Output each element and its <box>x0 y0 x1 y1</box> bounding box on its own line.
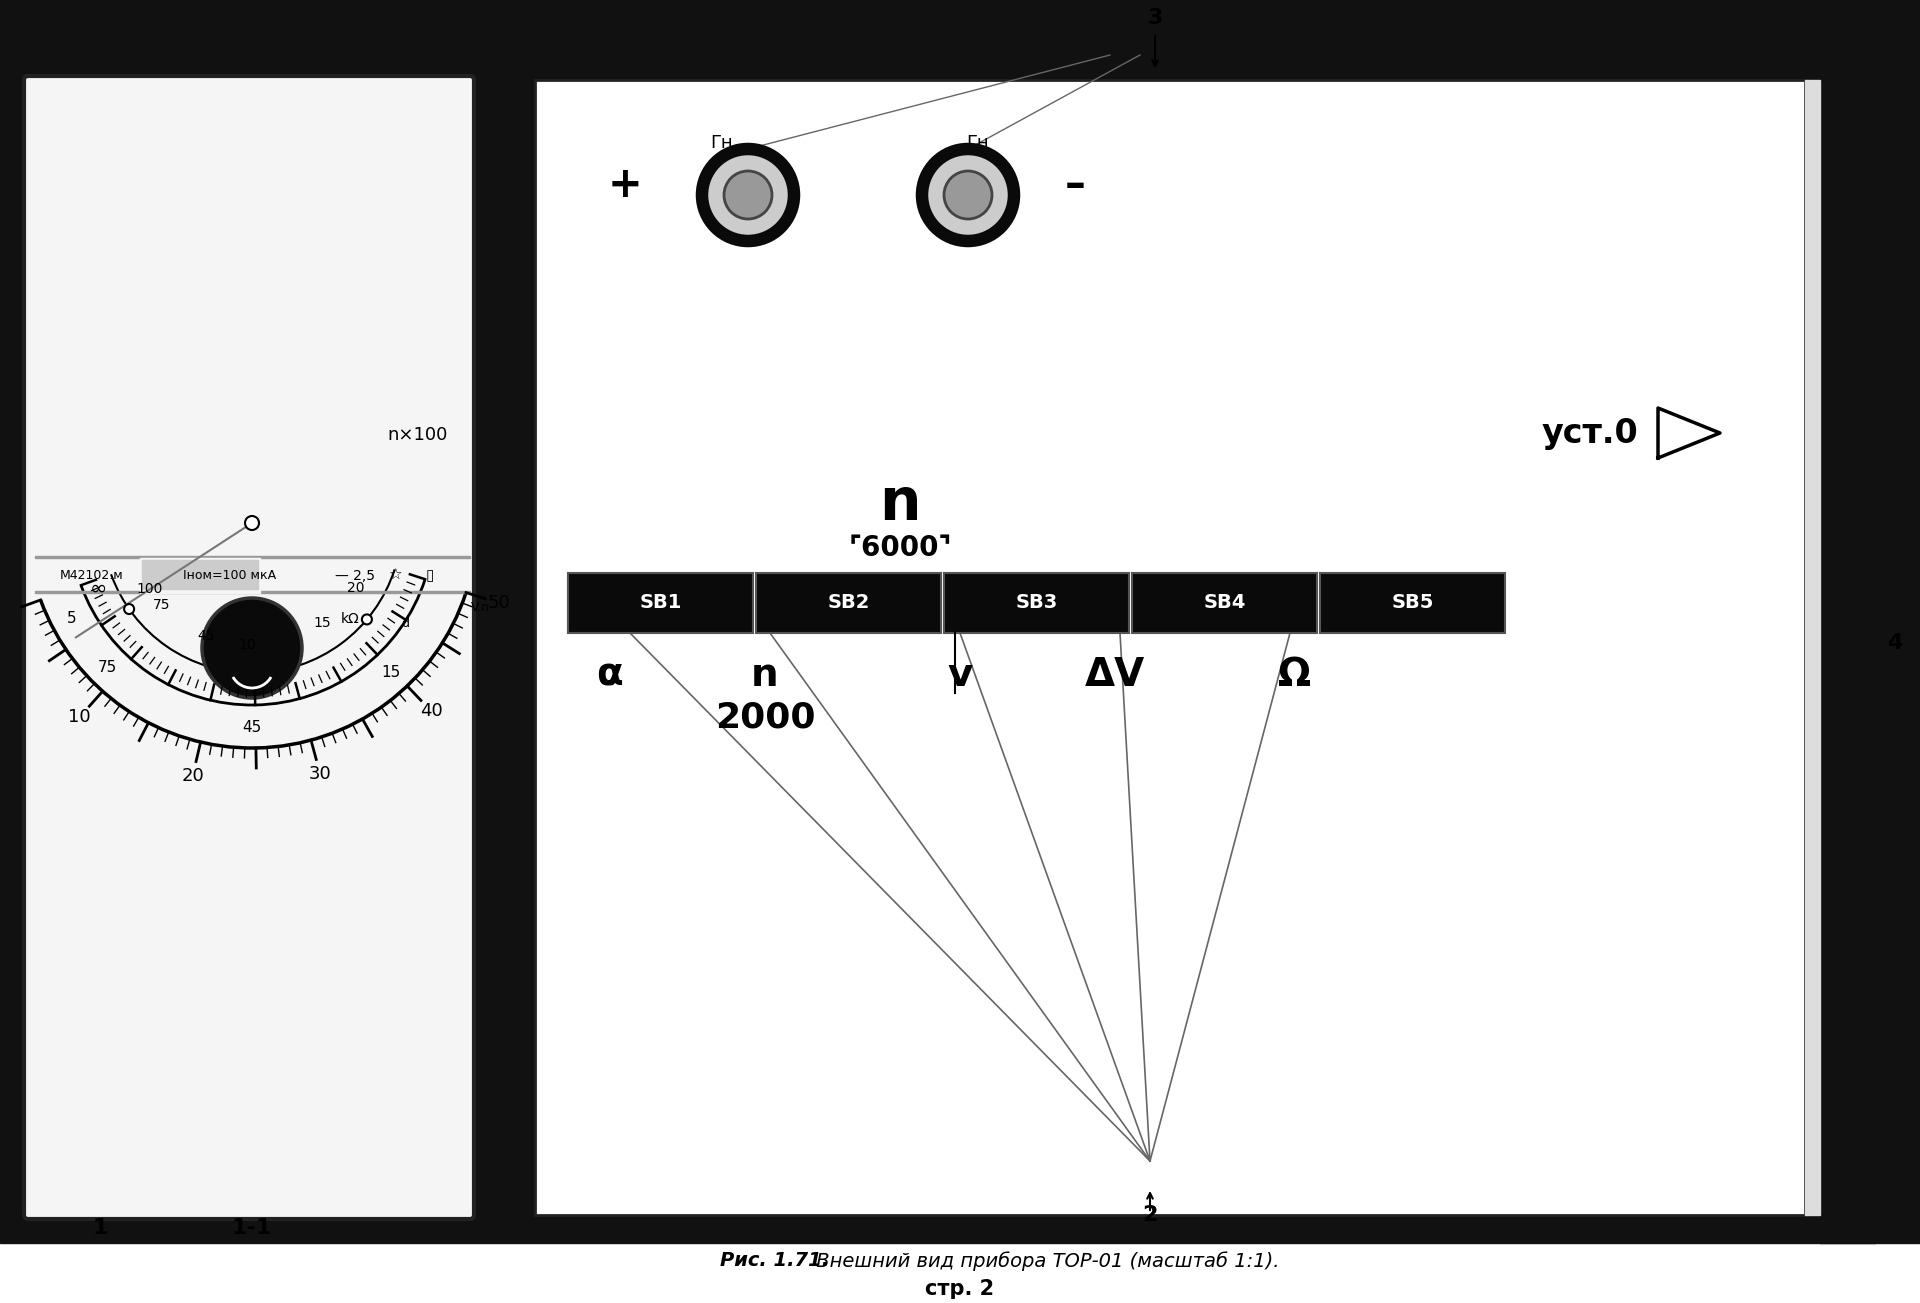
Text: ▯: ▯ <box>426 568 434 582</box>
Text: ∞: ∞ <box>90 579 108 599</box>
Circle shape <box>724 171 772 219</box>
Text: n: n <box>751 655 780 694</box>
Text: SB5: SB5 <box>1392 593 1434 612</box>
Text: 10: 10 <box>67 709 90 727</box>
Text: +: + <box>607 164 643 206</box>
Text: SB4: SB4 <box>1204 593 1246 612</box>
Bar <box>0 1227 1920 1303</box>
Text: стр. 2: стр. 2 <box>925 1280 995 1299</box>
Bar <box>142 560 257 589</box>
Text: 2000: 2000 <box>714 701 816 735</box>
Text: Рис. 1.71.: Рис. 1.71. <box>720 1251 829 1270</box>
Text: 1: 1 <box>92 1218 108 1238</box>
Text: 20: 20 <box>180 767 204 786</box>
Text: 3: 3 <box>1148 8 1164 27</box>
Bar <box>1133 573 1317 633</box>
Text: М42102.м: М42102.м <box>60 569 123 582</box>
Bar <box>756 573 941 633</box>
Text: 15: 15 <box>382 665 401 680</box>
Bar <box>945 573 1129 633</box>
Text: Гн: Гн <box>966 134 989 152</box>
Text: 4: 4 <box>1887 633 1903 653</box>
Text: α: α <box>597 655 624 694</box>
Text: Гн: Гн <box>710 134 733 152</box>
Bar <box>1805 79 1820 1214</box>
Bar <box>0 0 1920 73</box>
Text: SB3: SB3 <box>1016 593 1058 612</box>
Bar <box>536 79 1805 1214</box>
Bar <box>35 556 470 558</box>
Text: 15: 15 <box>313 616 330 629</box>
Text: SB1: SB1 <box>639 593 682 612</box>
Circle shape <box>703 149 795 241</box>
Circle shape <box>922 149 1014 241</box>
Text: 2: 2 <box>1142 1205 1158 1225</box>
Text: ☆: ☆ <box>388 568 401 582</box>
Text: 45: 45 <box>242 719 261 735</box>
Text: 45: 45 <box>198 629 215 644</box>
Text: Внешний вид прибора ТОР-01 (масштаб 1:1).: Внешний вид прибора ТОР-01 (масштаб 1:1)… <box>810 1251 1279 1270</box>
Text: 1-1: 1-1 <box>232 1218 273 1238</box>
Text: 75: 75 <box>152 598 171 611</box>
Text: d: d <box>401 618 409 629</box>
Circle shape <box>361 615 372 624</box>
Text: 10: 10 <box>238 638 257 652</box>
Text: 50: 50 <box>488 594 511 612</box>
Text: 40: 40 <box>420 702 444 721</box>
FancyBboxPatch shape <box>23 76 474 1220</box>
Text: ⌜6000⌝: ⌜6000⌝ <box>849 534 952 562</box>
Circle shape <box>125 605 134 614</box>
Text: 100: 100 <box>136 582 163 597</box>
Bar <box>1820 73 1920 1243</box>
Text: –: – <box>1064 164 1085 206</box>
Bar <box>1321 573 1505 633</box>
Text: Iном=100 мкА: Iном=100 мкА <box>184 569 276 582</box>
Text: — 2,5: — 2,5 <box>334 568 374 582</box>
Bar <box>568 573 753 633</box>
Circle shape <box>246 516 259 530</box>
Text: ΔV: ΔV <box>1085 655 1144 694</box>
Bar <box>35 592 470 593</box>
Bar <box>140 558 259 593</box>
Text: V.n: V.n <box>472 601 490 614</box>
Text: уст.0: уст.0 <box>1542 417 1638 450</box>
Text: 30: 30 <box>309 765 332 783</box>
Text: v: v <box>947 655 973 694</box>
Text: SB2: SB2 <box>828 593 870 612</box>
Text: 5: 5 <box>67 611 77 627</box>
Text: Ω: Ω <box>1279 655 1311 694</box>
Text: 75: 75 <box>98 659 117 675</box>
Text: n×100: n×100 <box>388 426 447 444</box>
Text: n: n <box>879 474 922 532</box>
Text: 20: 20 <box>348 581 365 594</box>
Circle shape <box>945 171 993 219</box>
Bar <box>495 73 1876 1243</box>
Text: kΩ: kΩ <box>340 612 359 627</box>
Circle shape <box>202 598 301 698</box>
Bar <box>0 73 495 1243</box>
